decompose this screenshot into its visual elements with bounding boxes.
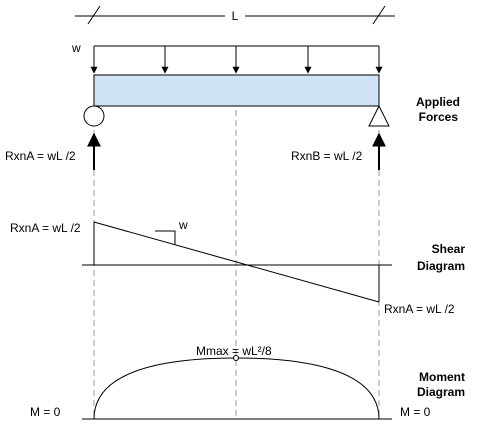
shear-left-label: RxnA = wL /2: [10, 221, 81, 235]
span-dimension: L: [75, 5, 395, 25]
dimension-tick-right: [372, 5, 386, 25]
shear-title-line2: Diagram: [417, 259, 465, 273]
distributed-load: w: [71, 41, 383, 74]
load-label: w: [71, 41, 81, 55]
moment-diagram: Mmax = wL²/8 M = 0 M = 0 Moment Diagram: [30, 344, 465, 420]
reaction-a-label: RxnA = wL /2: [5, 149, 76, 163]
moment-curve: [93, 357, 380, 420]
applied-forces-title-line2: Forces: [419, 110, 459, 124]
applied-forces-title-line1: Applied: [416, 95, 460, 109]
pin-support-icon: [368, 104, 390, 127]
beam: [93, 74, 380, 107]
max-moment-point: [233, 355, 239, 361]
slope-indicator: [155, 230, 176, 245]
shear-right-label: RxnA = wL /2: [384, 302, 455, 316]
shear-slope-label: w: [178, 218, 188, 232]
roller-support-icon: [83, 105, 105, 127]
moment-left-label: M = 0: [30, 405, 61, 419]
max-moment-label: Mmax = wL²/8: [196, 344, 272, 358]
shear-title-line1: Shear: [432, 242, 466, 256]
moment-title-line2: Diagram: [417, 385, 465, 399]
reaction-b-label: RxnB = wL /2: [291, 149, 363, 163]
dimension-tick-left: [87, 5, 101, 25]
span-label: L: [232, 9, 239, 23]
shear-diagram: w RxnA = wL /2 RxnA = wL /2 Shear Diagra…: [10, 218, 465, 316]
moment-right-label: M = 0: [400, 405, 431, 419]
shear-slope-line: [93, 221, 380, 303]
moment-title-line1: Moment: [419, 370, 465, 384]
